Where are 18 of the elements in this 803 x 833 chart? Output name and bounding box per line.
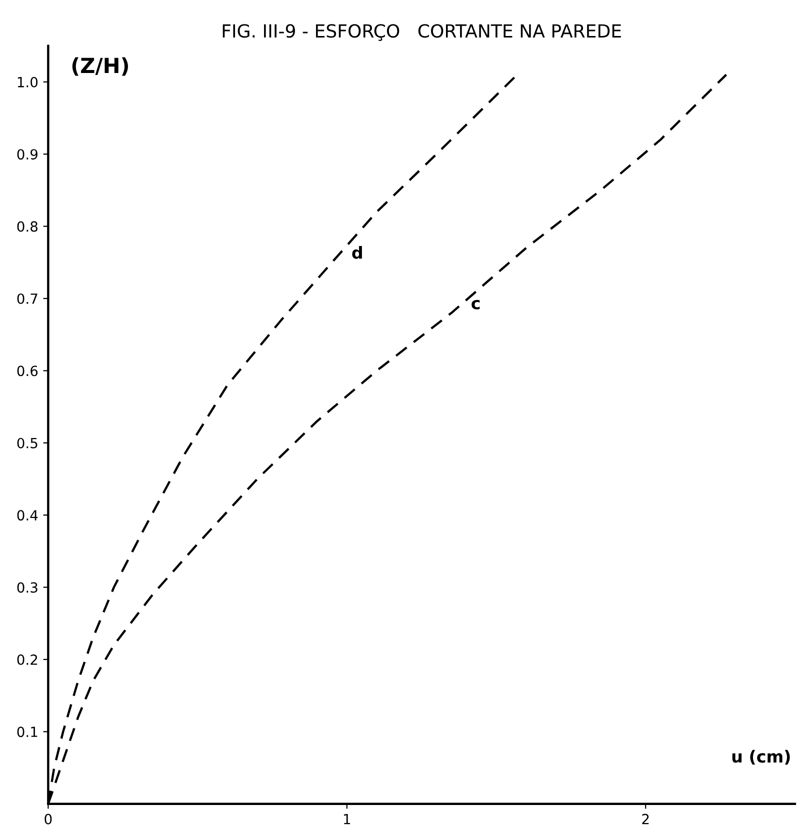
y-tick-label: 1.0 <box>18 76 38 88</box>
y-tick-label: 0.1 <box>17 726 38 738</box>
y-tick-label: 0.3 <box>17 582 38 593</box>
y-tick-label: 0.9 <box>17 149 38 160</box>
series-label: d <box>352 246 362 259</box>
x-tick-label: 1 <box>344 814 350 824</box>
y-axis-title: (Z/H) <box>72 57 128 76</box>
y-tick-label: 0.8 <box>17 221 38 232</box>
y-tick-label: 0.4 <box>17 510 38 521</box>
x-tick-label: 2 <box>642 814 649 824</box>
y-tick-label: 0.2 <box>17 654 38 665</box>
y-tick-label: 0.7 <box>17 293 38 304</box>
chart-title: FIG. III-9 - ESFORÇO CORTANTE NA PAREDE <box>222 24 621 41</box>
y-tick-label: 0.6 <box>17 366 38 376</box>
series-label: c <box>472 300 480 310</box>
x-axis-title: u (cm) <box>732 750 790 765</box>
x-tick-label: 0 <box>44 814 52 824</box>
y-tick-label: 0.5 <box>17 438 38 448</box>
